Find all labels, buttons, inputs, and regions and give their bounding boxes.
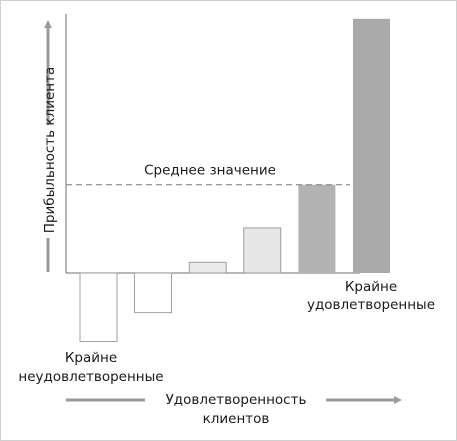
x-axis-label-line-2: клиентов — [203, 411, 270, 427]
y-axis-label: Прибыльность клиента — [42, 67, 58, 234]
bar-2 — [134, 272, 173, 314]
bar-1 — [79, 272, 118, 342]
left-end-label-line-2: неудовлетворенные — [18, 369, 163, 385]
mean-label: Среднее значение — [144, 163, 276, 179]
left-end-label-line-1: Крайне — [65, 350, 117, 366]
bars-group — [79, 18, 390, 342]
right-end-label-line-2: удовлетворенные — [307, 297, 435, 313]
x-axis-label-line-1: Удовлетворенность — [166, 392, 307, 408]
bar-5 — [298, 184, 336, 273]
bar-4 — [243, 227, 282, 274]
right-end-label-line-1: Крайне — [345, 279, 397, 295]
bar-6 — [353, 18, 390, 273]
bar-3 — [188, 261, 227, 274]
